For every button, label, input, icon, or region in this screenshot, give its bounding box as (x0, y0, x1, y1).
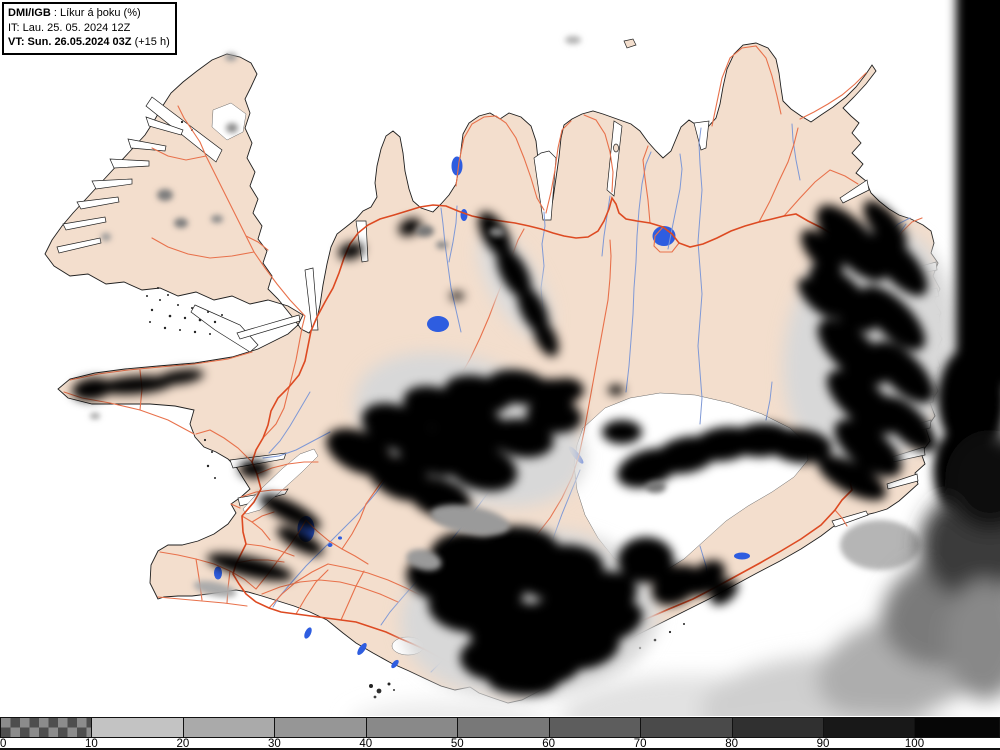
legend-parameter: : Líkur á þoku (%) (50, 7, 141, 19)
colorbar-tick-label-80: 80 (725, 738, 738, 750)
colorbar-segment-90-100 (822, 718, 915, 737)
colorbar-segment-20-30 (182, 718, 275, 737)
colorbar-segment-100+ (914, 718, 1000, 737)
legend-valid-time-row: VT: Sun. 26.05.2024 03Z (+15 h) (8, 35, 170, 50)
breidafjordur-islets (146, 120, 223, 479)
colorbar-tick-label-60: 60 (542, 738, 556, 750)
legend-source: DMI/IGB (8, 7, 51, 19)
colorbar: 0 10 20 30 40 50 60 70 80 90 100 (0, 716, 1000, 750)
legend-title-row: DMI/IGB : Líkur á þoku (%) (8, 6, 170, 21)
colorbar-segment-40-50 (365, 718, 458, 737)
island-grimsey (623, 38, 637, 49)
colorbar-segment-0-10 (0, 718, 92, 737)
lake-blondulon (427, 316, 449, 332)
colorbar-tick-label-70: 70 (633, 738, 647, 750)
vestmannaeyjar-islets (369, 682, 395, 699)
colorbar-segment-10-20 (91, 718, 183, 737)
legend-init-time: IT: Lau. 25. 05. 2024 12Z (8, 21, 131, 34)
colorbar-segment-60-70 (548, 718, 641, 737)
colorbar-segment-80-90 (731, 718, 823, 737)
fog-medium-layer (90, 36, 920, 598)
colorbar-labels: 0 10 20 30 40 50 60 70 80 90 100 (0, 738, 1000, 750)
fog-probability-overlay (72, 0, 1000, 750)
colorbar-segment-50-60 (457, 718, 549, 737)
legend-valid-time: VT: Sun. 26.05.2024 03Z (8, 36, 132, 48)
colorbar-tick-label-0: 0 (0, 738, 7, 750)
colorbar-segment-30-40 (274, 718, 366, 737)
colorbar-tick-label-100: 100 (904, 738, 925, 750)
glacier-drangajokull (211, 102, 247, 141)
colorbar-tick-label-40: 40 (359, 738, 373, 750)
legend-lead-time: (+15 h) (131, 36, 170, 48)
lake-kleifarvatn (214, 566, 222, 580)
colorbar-tick-label-10: 10 (85, 738, 98, 750)
colorbar-tick-label-90: 90 (816, 738, 830, 750)
bottom-rule (0, 748, 1000, 750)
legend-box: DMI/IGB : Líkur á þoku (%) IT: Lau. 25. … (2, 2, 177, 55)
colorbar-segments (0, 717, 1000, 738)
colorbar-tick-label-50: 50 (450, 738, 464, 750)
colorbar-tick-label-20: 20 (176, 738, 190, 750)
lake-hop (451, 156, 463, 176)
lake-jokulsarlon (734, 552, 750, 560)
colorbar-tick-label-30: 30 (267, 738, 281, 750)
colorbar-segment-70-80 (640, 718, 732, 737)
fog-heavy-layer (72, 0, 1000, 696)
